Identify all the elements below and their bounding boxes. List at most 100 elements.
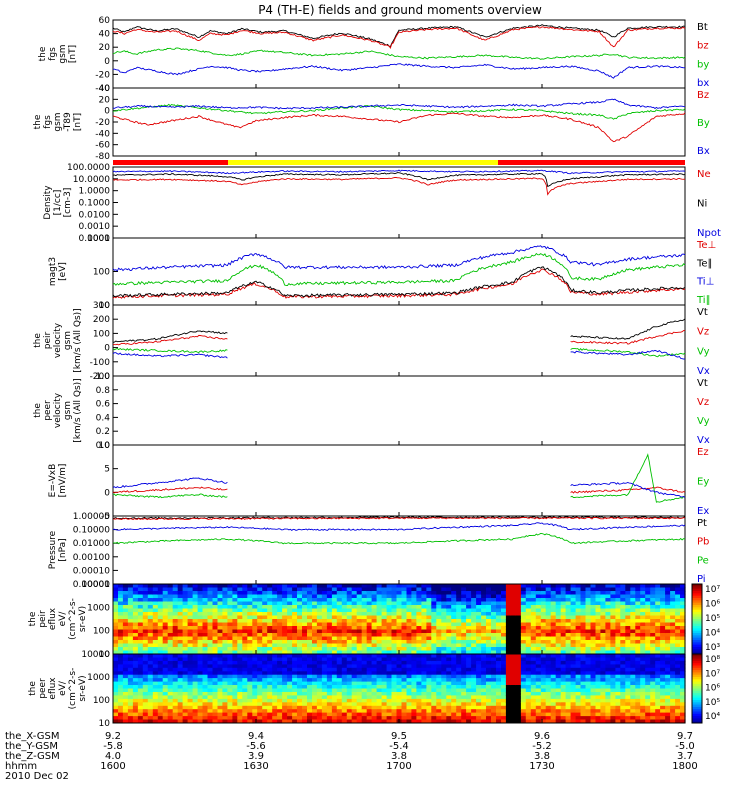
- heatmap-cell: [396, 671, 403, 676]
- heatmap-cell: [665, 681, 671, 686]
- legend-entry: Ni: [697, 199, 707, 210]
- heatmap-cell: [182, 626, 189, 631]
- heatmap-cell: [212, 584, 219, 589]
- heatmap-cell: [570, 598, 577, 603]
- heatmap-cell: [645, 705, 651, 710]
- heatmap-cell: [620, 647, 626, 652]
- heatmap-cell: [665, 636, 671, 641]
- heatmap-cell: [436, 629, 442, 634]
- heatmap-cell: [207, 587, 214, 592]
- heatmap-cell: [212, 719, 219, 724]
- heatmap-cell: [595, 619, 602, 624]
- heatmap-cell: [113, 601, 119, 606]
- heatmap-cell: [441, 688, 447, 693]
- heatmap-cell: [257, 598, 263, 603]
- heatmap-cell: [401, 584, 408, 589]
- heatmap-cell: [142, 615, 149, 620]
- heatmap-cell: [312, 605, 318, 610]
- heatmap-cell: [346, 643, 353, 648]
- heatmap-cell: [411, 605, 417, 610]
- heatmap-cell: [113, 622, 119, 627]
- heatmap-cell: [336, 716, 343, 721]
- heatmap-cell: [486, 654, 492, 658]
- colorbar-cell: [692, 605, 702, 608]
- heatmap-cell: [515, 650, 522, 655]
- heatmap-cell: [665, 612, 671, 617]
- heatmap-cell: [620, 685, 626, 689]
- heatmap-cell: [336, 647, 343, 652]
- heatmap-cell: [152, 698, 159, 703]
- heatmap-cell: [451, 633, 457, 638]
- heatmap-cell: [610, 619, 616, 624]
- heatmap-cell: [510, 712, 517, 717]
- heatmap-cell: [501, 647, 507, 652]
- heatmap-cell: [406, 584, 413, 589]
- colorbar-cell: [692, 612, 702, 615]
- heatmap-cell: [391, 605, 398, 610]
- heatmap-cell: [555, 626, 562, 631]
- heatmap-cell: [252, 705, 258, 710]
- heatmap-cell: [476, 594, 482, 599]
- heatmap-cell: [182, 622, 189, 627]
- heatmap-cell: [118, 633, 124, 638]
- heatmap-cell: [590, 584, 597, 589]
- heatmap-cell: [316, 674, 323, 679]
- heatmap-cell: [640, 591, 646, 596]
- heatmap-cell: [297, 705, 303, 710]
- heatmap-cell: [401, 698, 408, 703]
- heatmap-cell: [302, 719, 308, 724]
- heatmap-cell: [496, 712, 502, 717]
- heatmap-cell: [113, 584, 119, 589]
- heatmap-cell: [620, 584, 626, 589]
- heatmap-cell: [436, 688, 442, 693]
- heatmap-cell: [118, 598, 124, 603]
- heatmap-cell: [461, 647, 467, 652]
- heatmap-cell: [620, 587, 626, 592]
- heatmap-cell: [406, 671, 413, 676]
- heatmap-cell: [142, 629, 149, 634]
- heatmap-cell: [486, 626, 492, 631]
- heatmap-cell: [441, 615, 447, 620]
- heatmap-cell: [232, 640, 238, 645]
- heatmap-cell: [515, 698, 522, 703]
- heatmap-cell: [675, 650, 681, 655]
- heatmap-cell: [187, 608, 194, 613]
- heatmap-cell: [505, 629, 512, 634]
- heatmap-cell: [640, 678, 646, 683]
- heatmap-cell: [680, 619, 686, 624]
- legend-entry: Ti⊥: [696, 277, 714, 288]
- heatmap-cell: [242, 619, 248, 624]
- heatmap-cell: [620, 622, 626, 627]
- heatmap-cell: [481, 626, 487, 631]
- heatmap-cell: [396, 622, 403, 627]
- heatmap-cell: [272, 591, 278, 596]
- heatmap-cell: [247, 622, 253, 627]
- heatmap-cell: [540, 622, 547, 627]
- heatmap-cell: [406, 587, 413, 592]
- heatmap-cell: [371, 584, 378, 589]
- heatmap-cell: [456, 619, 462, 624]
- heatmap-cell: [620, 695, 626, 700]
- heatmap-cell: [525, 709, 532, 714]
- heatmap-cell: [406, 601, 413, 606]
- heatmap-cell: [426, 636, 432, 641]
- heatmap-cell: [321, 594, 328, 599]
- heatmap-cell: [307, 712, 313, 717]
- heatmap-cell: [346, 584, 353, 589]
- heatmap-cell: [575, 712, 582, 717]
- heatmap-cell: [535, 671, 542, 676]
- heatmap-cell: [287, 664, 293, 669]
- heatmap-cell: [665, 633, 671, 638]
- heatmap-cell: [152, 719, 159, 724]
- heatmap-cell: [187, 719, 194, 724]
- heatmap-cell: [555, 692, 562, 696]
- series-line: [113, 533, 686, 545]
- heatmap-cell: [312, 681, 318, 686]
- heatmap-cell: [520, 619, 527, 624]
- heatmap-cell: [635, 594, 641, 599]
- heatmap-cell: [411, 654, 417, 658]
- heatmap-cell: [302, 712, 308, 717]
- heatmap-cell: [396, 654, 403, 658]
- heatmap-cell: [157, 681, 164, 686]
